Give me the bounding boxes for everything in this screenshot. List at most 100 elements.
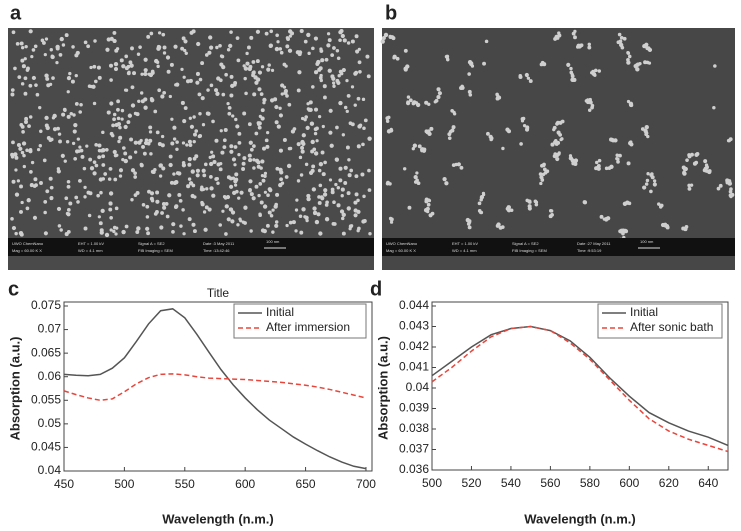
particle — [287, 102, 292, 107]
particle — [650, 172, 654, 176]
particle — [174, 83, 178, 87]
particle — [466, 222, 471, 226]
chart-title: Title — [207, 286, 230, 300]
particle — [252, 92, 257, 97]
particle — [181, 36, 186, 41]
particle — [96, 193, 100, 198]
particle — [649, 189, 653, 194]
particle — [24, 44, 28, 49]
particle — [133, 171, 137, 176]
particle — [162, 51, 167, 55]
plot-frame — [63, 301, 373, 472]
particle — [11, 140, 15, 145]
particle — [14, 168, 18, 172]
x-tick-label: 550 — [175, 477, 195, 491]
particle — [415, 102, 421, 108]
particle — [226, 47, 231, 52]
panel-label: b — [385, 2, 397, 24]
particle — [437, 91, 442, 96]
particle — [450, 128, 454, 133]
particle — [254, 184, 259, 189]
particle — [313, 70, 319, 75]
particle — [73, 156, 78, 161]
y-tick-label: 0.044 — [399, 298, 429, 312]
particle — [177, 192, 182, 197]
particle — [32, 215, 38, 220]
particle — [63, 108, 67, 113]
particle — [260, 174, 265, 178]
particle — [338, 38, 342, 43]
particle — [350, 39, 355, 44]
particle — [226, 175, 231, 180]
particle — [126, 71, 131, 76]
particle — [114, 206, 119, 211]
particle — [23, 119, 29, 124]
particle — [45, 76, 50, 81]
particle — [335, 49, 340, 53]
particle — [712, 105, 716, 110]
particle — [545, 169, 550, 174]
particle — [451, 125, 456, 130]
particle — [174, 204, 179, 209]
particle — [124, 54, 129, 59]
particle — [208, 161, 214, 167]
particle — [266, 131, 270, 135]
particle — [555, 122, 559, 126]
particle — [130, 168, 136, 173]
particle — [348, 224, 353, 229]
legend-label: After sonic bath — [630, 320, 713, 334]
particle — [136, 52, 141, 56]
particle — [353, 213, 358, 218]
particle — [107, 177, 112, 181]
x-tick-label: 620 — [659, 476, 679, 490]
particle — [155, 130, 160, 135]
particle — [383, 32, 389, 38]
particle — [236, 58, 241, 63]
particle — [148, 130, 153, 134]
particle — [269, 214, 274, 218]
particle — [117, 139, 121, 144]
particle — [599, 214, 604, 219]
particle — [201, 123, 206, 127]
particle — [424, 199, 429, 204]
particle — [607, 166, 612, 171]
particle — [389, 127, 393, 131]
particle — [320, 195, 324, 199]
particle — [541, 172, 546, 177]
particle — [10, 88, 15, 92]
particle — [148, 138, 153, 143]
particle — [178, 198, 183, 203]
particle — [658, 205, 663, 209]
particle — [202, 210, 207, 214]
particle — [279, 50, 284, 55]
particle — [112, 117, 116, 122]
particle — [143, 72, 148, 77]
particle — [412, 143, 418, 148]
particle — [242, 111, 247, 116]
particle — [540, 178, 545, 182]
particle — [595, 160, 599, 165]
particle — [205, 187, 209, 191]
particle — [313, 36, 319, 41]
particle — [200, 96, 205, 101]
particle — [184, 51, 188, 55]
particle — [46, 83, 51, 88]
particle — [112, 149, 117, 155]
particle — [528, 79, 533, 83]
particle — [187, 139, 192, 144]
particle — [260, 228, 266, 233]
particle — [88, 157, 93, 162]
particle — [229, 74, 234, 79]
particle — [312, 147, 317, 152]
particle — [227, 105, 232, 110]
particle — [590, 105, 594, 110]
particle — [87, 213, 92, 218]
particle — [219, 54, 224, 58]
particle — [317, 200, 322, 205]
info-bar — [8, 238, 374, 256]
particle — [280, 92, 284, 96]
particle — [186, 184, 191, 189]
particle — [200, 61, 205, 66]
particle — [168, 94, 172, 99]
particle — [21, 130, 25, 134]
